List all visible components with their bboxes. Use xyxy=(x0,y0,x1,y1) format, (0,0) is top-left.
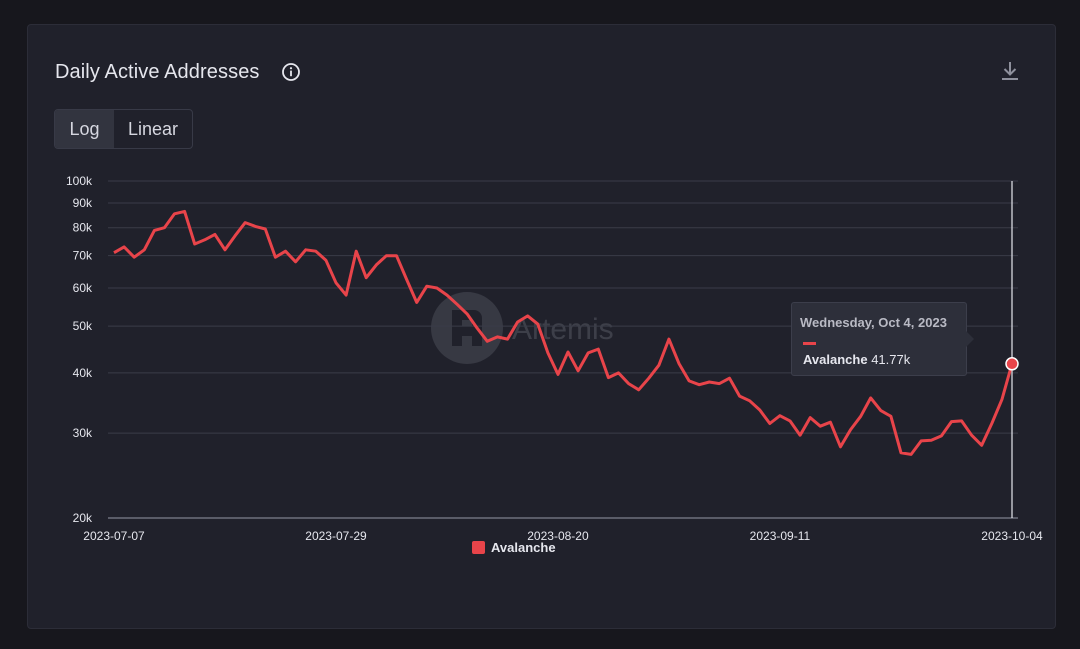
tooltip-series-swatch xyxy=(803,342,816,345)
y-tick-label: 40k xyxy=(73,366,93,380)
y-tick-label: 80k xyxy=(73,221,93,235)
legend-label: Avalanche xyxy=(491,540,556,555)
x-tick-label: 2023-07-29 xyxy=(305,529,367,543)
y-tick-label: 60k xyxy=(73,281,93,295)
tooltip-arrow xyxy=(966,331,974,347)
log-scale-button[interactable]: Log xyxy=(55,110,114,148)
tooltip-series-value: Avalanche 41.77k xyxy=(803,352,910,367)
x-tick-label: 2023-10-04 xyxy=(981,529,1043,543)
linear-scale-button[interactable]: Linear xyxy=(114,110,192,148)
x-tick-label: 2023-08-20 xyxy=(527,529,589,543)
y-tick-label: 70k xyxy=(73,249,93,263)
y-tick-label: 90k xyxy=(73,196,93,210)
chart-title: Daily Active Addresses xyxy=(55,61,260,83)
info-circle-icon[interactable] xyxy=(281,62,301,82)
x-tick-label: 2023-07-07 xyxy=(83,529,145,543)
tooltip-value: 41.77k xyxy=(871,352,911,367)
hover-tooltip: Wednesday, Oct 4, 2023 Avalanche 41.77k xyxy=(791,302,974,376)
y-tick-label: 50k xyxy=(73,319,93,333)
legend-swatch xyxy=(472,541,485,554)
tooltip-date: Wednesday, Oct 4, 2023 xyxy=(800,315,947,330)
y-tick-label: 30k xyxy=(73,426,93,440)
y-tick-label: 20k xyxy=(73,511,93,525)
x-axis: 2023-07-07 2023-07-29 2023-08-20 2023-09-11… xyxy=(83,529,1043,543)
watermark-text: Artemis xyxy=(512,313,614,346)
scale-toggle: Log Linear xyxy=(54,109,193,149)
y-tick-label: 100k xyxy=(66,174,93,188)
tooltip-series-name: Avalanche xyxy=(803,352,868,367)
download-icon[interactable] xyxy=(999,59,1021,83)
artemis-watermark: Artemis xyxy=(431,292,614,364)
highlighted-data-point[interactable] xyxy=(1005,357,1019,371)
y-axis: 100k 90k 80k 70k 60k 50k 40k 30k 20k xyxy=(66,174,93,525)
avalanche-series-line xyxy=(113,209,1014,456)
x-tick-label: 2023-09-11 xyxy=(750,529,811,543)
legend-item-avalanche[interactable]: Avalanche xyxy=(472,540,556,555)
